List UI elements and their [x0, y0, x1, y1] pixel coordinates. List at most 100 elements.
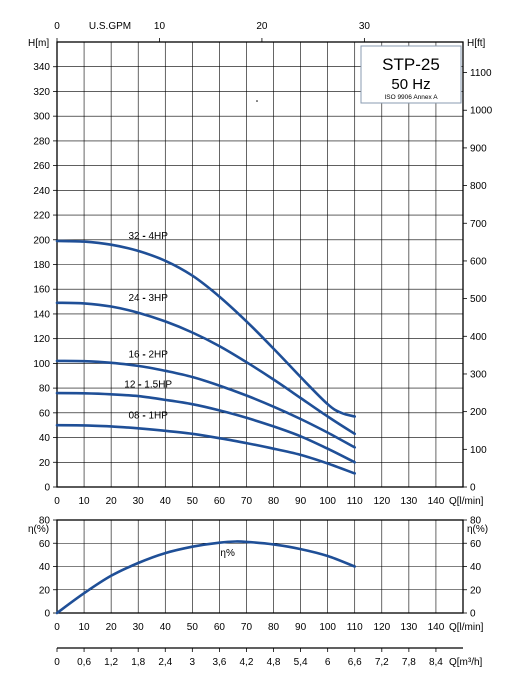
title-box-frame [360, 45, 462, 104]
head-y-tick: 120 [33, 334, 50, 345]
eff-x-tick: 90 [295, 622, 307, 633]
head-x-tick: 30 [133, 496, 145, 507]
m3h-tick: 6 [325, 657, 331, 668]
m3h-tick: 8,4 [429, 657, 443, 668]
model-title: STP-25 [382, 55, 440, 74]
head-y-tick: 160 [33, 285, 50, 296]
head-y-tick: 320 [33, 87, 50, 98]
m3h-tick: 0,6 [77, 657, 91, 668]
head-x-tick: 60 [214, 496, 226, 507]
eff-x-tick: 40 [160, 622, 172, 633]
curve-label: 12 - 1.5HP [124, 379, 172, 390]
eff-x-tick: 0 [54, 622, 60, 633]
eff-y-tick: 40 [39, 562, 51, 573]
m3h-tick: 4,8 [267, 657, 281, 668]
head-y-tick: 20 [39, 458, 51, 469]
gpm-tick: 20 [256, 21, 268, 32]
m3h-tick: 3,6 [212, 657, 226, 668]
head-y-tick: 200 [33, 235, 50, 246]
eff-x-tick: 80 [268, 622, 280, 633]
head-y-tick: 0 [44, 483, 50, 494]
head-ft-tick: 0 [470, 483, 476, 494]
head-y-tick: 40 [39, 433, 51, 444]
eff-x-tick: 60 [214, 622, 226, 633]
head-ft-tick: 1000 [470, 106, 493, 117]
standard-title: ISO 9906 Annex A [384, 94, 438, 101]
head-y-tick: 340 [33, 62, 50, 73]
eff-y-tick-right: 60 [470, 539, 482, 550]
m3h-tick: 1,2 [104, 657, 118, 668]
head-ft-tick: 900 [470, 143, 487, 154]
head-y-tick: 60 [39, 408, 51, 419]
head-chart: 0 10 20 30 40 50 60 70 80 90 100 110 120 130 140020406… [28, 21, 493, 507]
eff-x-tick: 120 [373, 622, 390, 633]
head-curve [55, 423, 356, 475]
m3h-tick: 4,2 [240, 657, 254, 668]
frequency-title: 50 Hz [391, 76, 430, 93]
gpm-tick: 30 [359, 21, 371, 32]
head-x-tick: 0 [54, 496, 60, 507]
eff-y-tick-right: 20 [470, 585, 482, 596]
eff-x-tick: 30 [133, 622, 145, 633]
eff-frame [56, 519, 464, 614]
eff-x-tick: 70 [241, 622, 253, 633]
head-y-tick: 280 [33, 136, 50, 147]
head-ft-tick: 600 [470, 256, 487, 267]
m3h-tick: 6,6 [348, 657, 362, 668]
head-x-tick: 100 [319, 496, 336, 507]
eff-x-tick: 140 [428, 622, 445, 633]
head-ft-tick: 100 [470, 445, 487, 456]
m3h-tick: 7,8 [402, 657, 416, 668]
eff-x-tick: 20 [106, 622, 118, 633]
head-x-tick: 20 [106, 496, 118, 507]
gpm-tick: 10 [154, 21, 166, 32]
eff-y-tick: 0 [44, 609, 50, 620]
m3h-axis: 0 0,6 1,2 1,8 2,4 3 3,6 4,2 4,8 5,4 6 6,6 7,2 7,8 8,4 Q… [54, 647, 483, 668]
head-y-tick: 220 [33, 211, 50, 222]
head-ft-tick: 500 [470, 294, 487, 305]
head-y-tick: 100 [33, 359, 50, 370]
head-y-tick: 240 [33, 186, 50, 197]
stray-dot [256, 100, 258, 102]
head-x-tick: 130 [401, 496, 418, 507]
m3h-tick: 0 [54, 657, 60, 668]
curve-label: 08 - 1HP [128, 410, 168, 421]
m3h-tick: 5,4 [294, 657, 308, 668]
head-curve [55, 301, 356, 436]
eff-x-tick: 100 [319, 622, 336, 633]
head-y-tick: 300 [33, 112, 50, 123]
head-ft-tick: 200 [470, 407, 487, 418]
head-y-label-right: H[ft] [467, 38, 486, 49]
m3h-tick: 1,8 [131, 657, 145, 668]
head-ft-tick: 400 [470, 332, 487, 343]
head-curve [55, 239, 356, 418]
m3h-tick: 2,4 [158, 657, 172, 668]
head-ft-tick: 1100 [470, 68, 492, 79]
curve-label: 16 - 2HP [128, 350, 168, 361]
eff-curve [55, 540, 356, 615]
eff-y-tick: 20 [39, 585, 51, 596]
head-x-tick: 40 [160, 496, 172, 507]
head-y-label-left: H[m] [28, 38, 49, 49]
eff-y-tick-right: 0 [470, 609, 476, 620]
head-x-tick: 140 [428, 496, 445, 507]
eff-y-tick: 80 [39, 516, 51, 527]
head-x-tick: 80 [268, 496, 280, 507]
eff-x-label: Q[l/min] [449, 622, 484, 633]
head-curve [55, 391, 356, 464]
gpm-tick: 0 [54, 21, 60, 32]
head-curve [55, 359, 356, 449]
eff-y-tick: 60 [39, 539, 51, 550]
head-y-tick: 180 [33, 260, 50, 271]
head-y-tick: 260 [33, 161, 50, 172]
m3h-tick: 3 [190, 657, 196, 668]
head-x-tick: 70 [241, 496, 253, 507]
title-box: STP-25 50 Hz ISO 9906 Annex A [360, 45, 462, 104]
head-y-tick: 80 [39, 384, 51, 395]
eff-x-tick: 130 [401, 622, 418, 633]
head-x-tick: 110 [347, 496, 363, 507]
head-ft-tick: 800 [470, 181, 487, 192]
m3h-axis-label: Q[m³/h] [449, 657, 483, 668]
